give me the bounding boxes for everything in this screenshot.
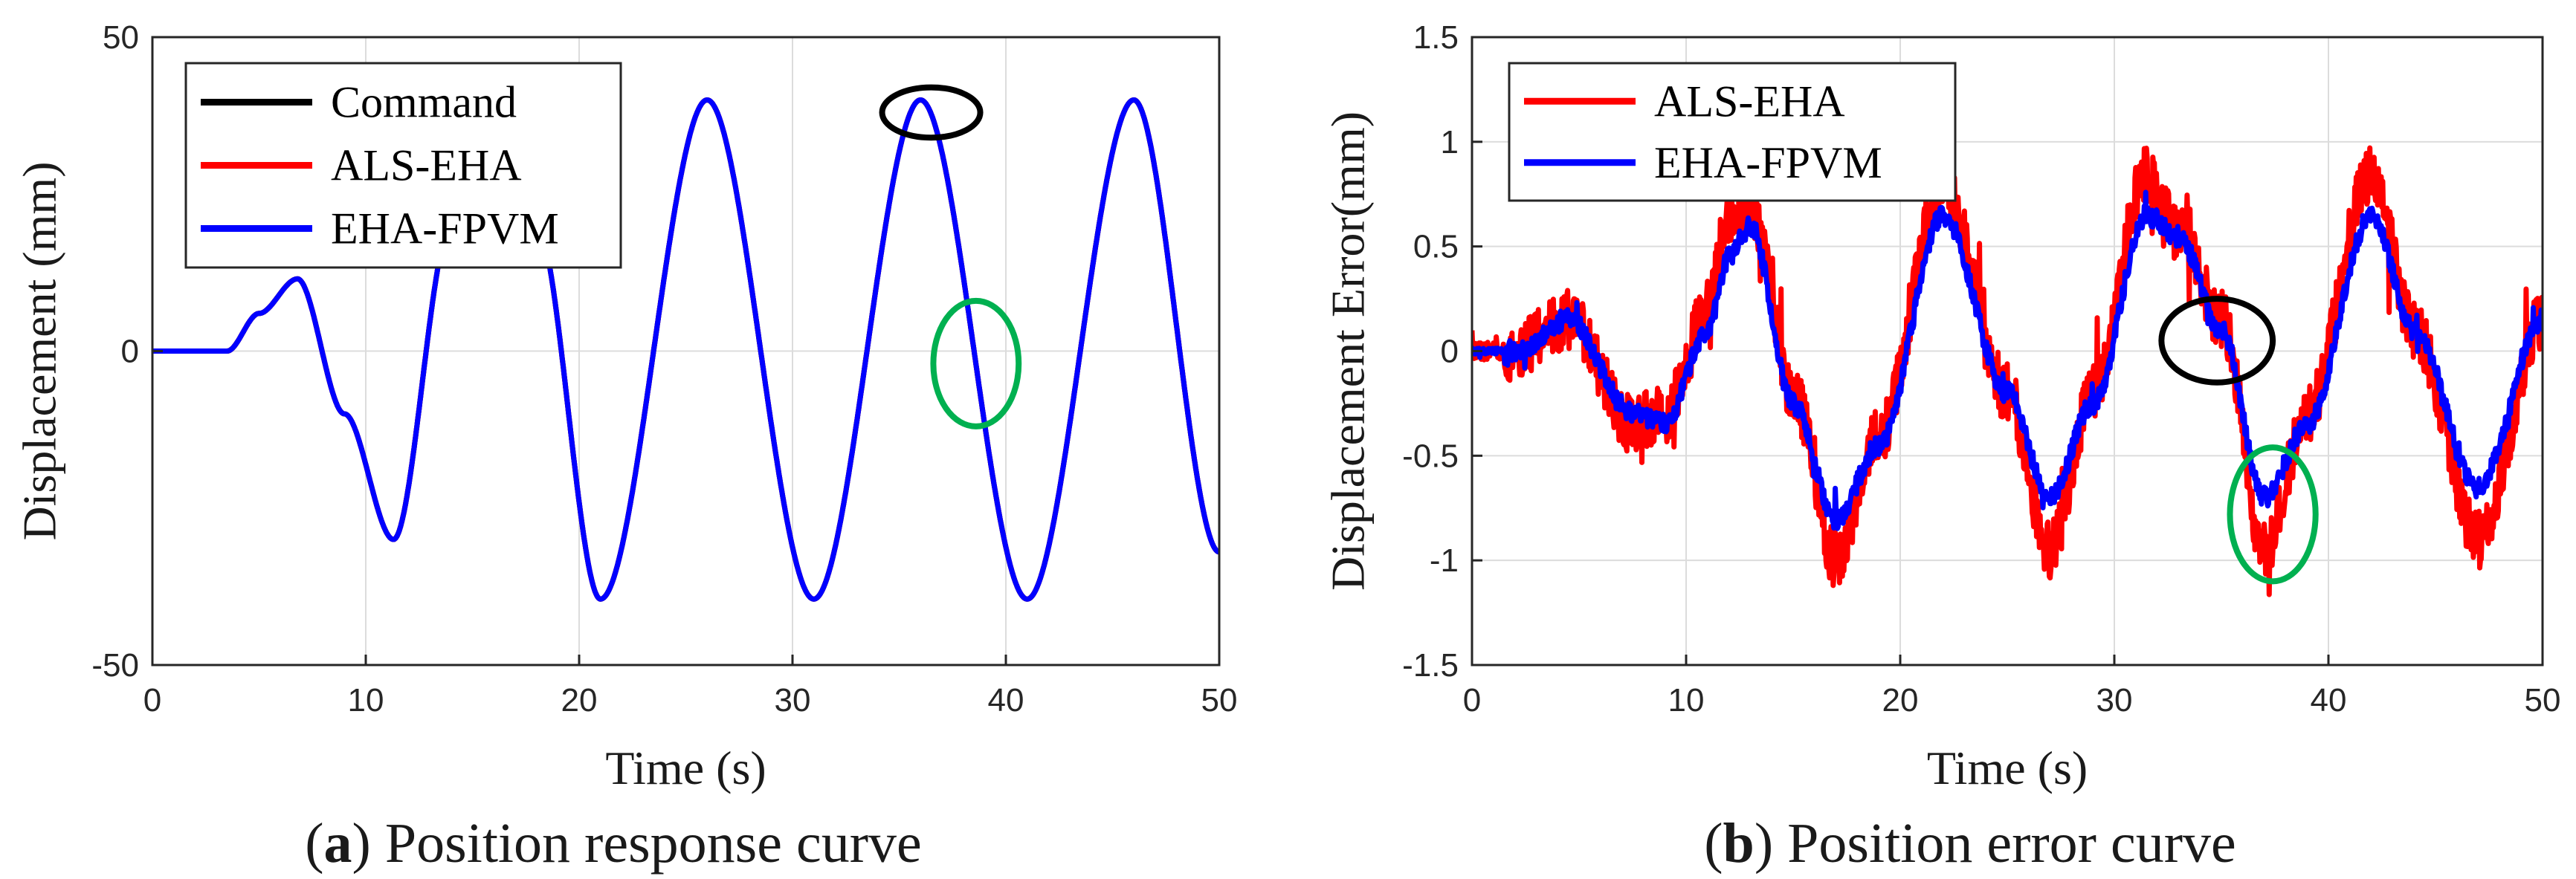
panel-b-highlight-ellipse-0 [2158, 296, 2276, 386]
panel-a-x-tick-label: 0 [143, 682, 161, 719]
panel-b-legend-box [1508, 62, 1957, 202]
panel-a-legend-label-eha-fpvm: EHA-FPVM [331, 204, 559, 253]
panel-a-series-eha-fpvm [152, 97, 1219, 602]
panel-a-caption-letter: a [324, 812, 352, 875]
panel-a-caption-text: Position response curve [371, 812, 922, 875]
panel-a-legend: Command ALS-EHA EHA-FPVM [184, 62, 622, 269]
panel-b-caption-letter: b [1723, 812, 1755, 875]
panel-a-x-axis-label: Time (s) [605, 742, 766, 794]
panel-b-y-tick-label: -1 [1430, 542, 1459, 579]
panel-b-x-tick-label: 30 [2096, 682, 2133, 719]
panel-b-x-tick-label: 50 [2525, 682, 2561, 719]
panel-b-caption-paren-open: ( [1704, 812, 1723, 875]
panel-b-x-axis-label: Time (s) [1927, 742, 2088, 794]
panel-a-x-tick-label: 10 [348, 682, 384, 719]
panel-a-y-tick-label: -50 [91, 647, 139, 684]
panel-a-legend-label-als-eha: ALS-EHA [331, 141, 522, 190]
panel-b-series-eha-fpvm [1472, 189, 2543, 531]
panel-a-caption-paren-close: ) [352, 812, 371, 875]
panel-b-ticks: 0 10 20 30 40 50 -1.5 -1 -0.5 0 0.5 1 1.5 [1402, 19, 2560, 719]
panel-a-highlight-ellipse-0 [879, 84, 984, 141]
panel-b-y-tick-label: 0 [1441, 334, 1459, 370]
panel-b-y-tick-label: -0.5 [1402, 438, 1459, 474]
panel-b-highlight-ellipse-1 [2227, 444, 2319, 585]
panel-b-y-tick-label: -1.5 [1402, 647, 1459, 684]
panel-a-x-tick-label: 50 [1201, 682, 1238, 719]
panel-b-x-tick-label: 40 [2311, 682, 2347, 719]
panel-b-plot-area [1472, 145, 2543, 597]
panel-a-x-tick-label: 20 [561, 682, 598, 719]
panel-b-y-tick-label: 1.5 [1413, 19, 1459, 56]
panel-b-position-error: 0 10 20 30 40 50 -1.5 -1 -0.5 0 0.5 1 1.5 Time (s) D… [1322, 19, 2561, 875]
panel-a-plot-area [152, 84, 1219, 602]
panel-a-x-tick-label: 30 [775, 682, 811, 719]
panel-b-caption-text: Position error curve [1773, 812, 2236, 875]
panel-b-y-tick-label: 0.5 [1413, 229, 1459, 265]
panel-a-x-tick-label: 40 [988, 682, 1024, 719]
panel-b-x-tick-label: 20 [1882, 682, 1919, 719]
panel-a-y-tick-label: 50 [103, 19, 139, 56]
panel-b-x-tick-label: 0 [1463, 682, 1481, 719]
panel-a-series-group [152, 97, 1219, 602]
panel-b-series-group [1472, 145, 2543, 597]
panel-b-y-tick-label: 1 [1441, 124, 1459, 160]
panel-b-series-als-eha [1472, 145, 2543, 597]
panel-b-y-axis-label: Displacement Error(mm) [1322, 111, 1375, 591]
panel-b-legend: ALS-EHA EHA-FPVM [1508, 62, 1957, 202]
panel-b-x-tick-label: 10 [1668, 682, 1705, 719]
panel-a-caption: (a) Position response curve [305, 812, 922, 875]
panel-a-legend-label-command: Command [331, 78, 517, 127]
panel-a-caption-paren-open: ( [305, 812, 323, 875]
panel-a-y-tick-label: 0 [121, 334, 139, 370]
panel-b-caption: (b) Position error curve [1704, 812, 2236, 875]
panel-b-legend-label-als-eha: ALS-EHA [1654, 77, 1845, 126]
panel-a-y-axis-label: Displacement (mm) [13, 161, 66, 540]
panel-b-legend-label-eha-fpvm: EHA-FPVM [1654, 138, 1882, 187]
panel-a-highlight-ellipse-1 [930, 297, 1022, 429]
panel-b-caption-paren-close: ) [1755, 812, 1773, 875]
